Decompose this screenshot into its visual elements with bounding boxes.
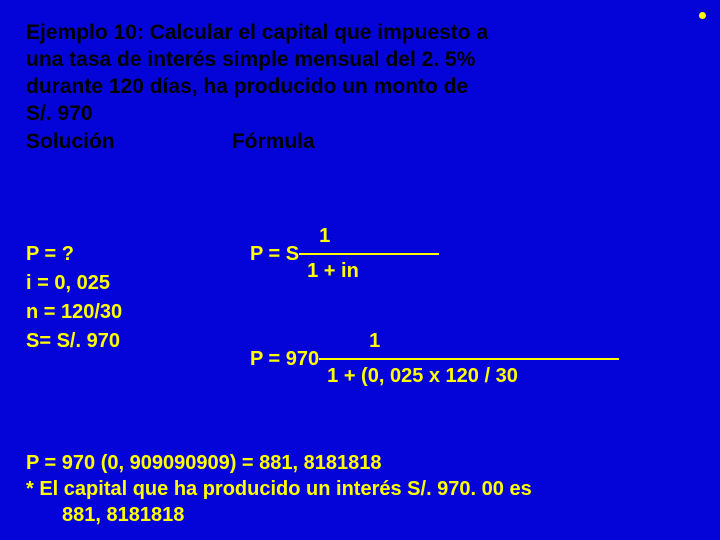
fraction-numerator: 1 bbox=[299, 225, 370, 250]
heading-solution: Solución bbox=[26, 130, 226, 154]
formula-label: P = 970 bbox=[250, 348, 319, 371]
formula-label: P = S bbox=[250, 243, 299, 266]
fraction-bar bbox=[299, 253, 439, 255]
slide: Ejemplo 10: Calcular el capital que impu… bbox=[0, 0, 720, 540]
conclusion-line: P = 970 (0, 909090909) = 881, 8181818 bbox=[26, 450, 694, 476]
var-line: n = 120/30 bbox=[26, 298, 122, 327]
conclusion-block: P = 970 (0, 909090909) = 881, 8181818 * … bbox=[26, 450, 694, 528]
fraction: 1 1 + in bbox=[299, 225, 439, 283]
fraction-numerator: 1 bbox=[319, 330, 490, 355]
fraction-bar bbox=[319, 358, 619, 360]
formula-row: P = 970 1 1 + (0, 025 x 120 / 30 bbox=[250, 330, 619, 388]
problem-line: una tasa de interés simple mensual del 2… bbox=[26, 47, 694, 74]
var-line: i = 0, 025 bbox=[26, 269, 122, 298]
fraction-denominator: 1 + in bbox=[299, 258, 359, 283]
formula-general: P = S 1 1 + in bbox=[250, 225, 439, 283]
var-line: S= S/. 970 bbox=[26, 327, 122, 356]
bullet-dot bbox=[699, 12, 706, 19]
variables-block: P = ? i = 0, 025 n = 120/30 S= S/. 970 bbox=[26, 240, 122, 356]
problem-line: S/. 970 bbox=[26, 101, 694, 128]
heading-formula: Fórmula bbox=[232, 130, 315, 153]
problem-line: durante 120 días, ha producido un monto … bbox=[26, 74, 694, 101]
formula-row: P = S 1 1 + in bbox=[250, 225, 439, 283]
conclusion-line: * El capital que ha producido un interés… bbox=[26, 476, 694, 502]
conclusion-line: 881, 8181818 bbox=[26, 502, 694, 528]
formula-substituted: P = 970 1 1 + (0, 025 x 120 / 30 bbox=[250, 330, 619, 388]
problem-line: Ejemplo 10: Calcular el capital que impu… bbox=[26, 20, 694, 47]
var-line: P = ? bbox=[26, 240, 122, 269]
section-headings: Solución Fórmula bbox=[26, 130, 694, 154]
fraction-denominator: 1 + (0, 025 x 120 / 30 bbox=[319, 363, 518, 388]
problem-statement: Ejemplo 10: Calcular el capital que impu… bbox=[26, 20, 694, 128]
fraction: 1 1 + (0, 025 x 120 / 30 bbox=[319, 330, 619, 388]
